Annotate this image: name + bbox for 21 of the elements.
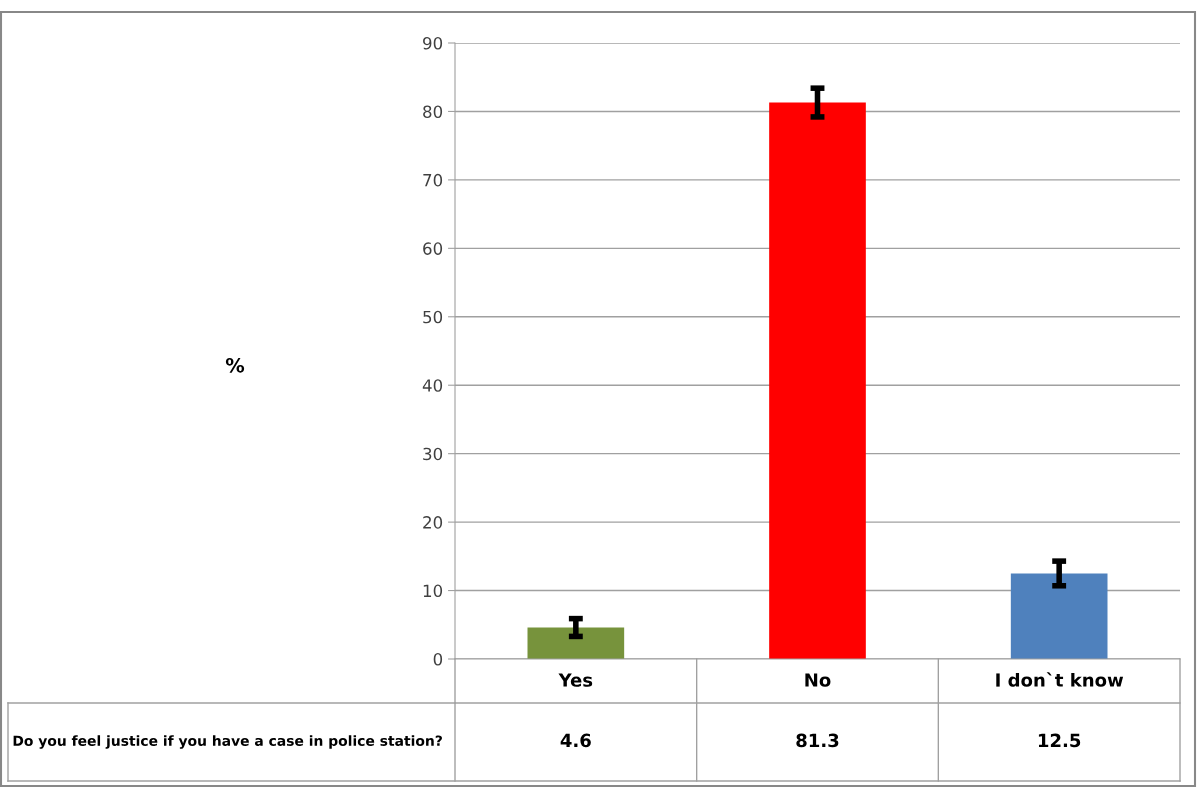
bar <box>769 102 866 659</box>
x-tick-label: Yes <box>558 673 593 687</box>
y-tick-label: 10 <box>423 584 443 598</box>
x-tick-label: No <box>805 673 831 687</box>
y-tick-label: 30 <box>423 447 443 461</box>
y-tick-label: 80 <box>423 105 443 119</box>
x-tick-label: I don`t know <box>996 672 1124 687</box>
y-tick-label: 90 <box>423 36 443 50</box>
text: % <box>225 357 245 373</box>
data-label: 81.3 <box>796 733 839 748</box>
bar <box>1010 573 1108 659</box>
y-tick-label: 60 <box>423 242 443 255</box>
y-tick-label: 50 <box>423 310 443 324</box>
data-label: 4.6 <box>560 733 591 748</box>
y-tick-label: 20 <box>423 516 443 529</box>
data-label: 12.5 <box>1038 733 1081 748</box>
y-tick-label: 40 <box>422 379 443 392</box>
y-tick-label: 0 <box>433 652 443 666</box>
bar <box>527 627 625 659</box>
y-tick-label: 70 <box>423 173 443 187</box>
text: Do you feel justice if you have a case in police station? <box>13 735 442 749</box>
